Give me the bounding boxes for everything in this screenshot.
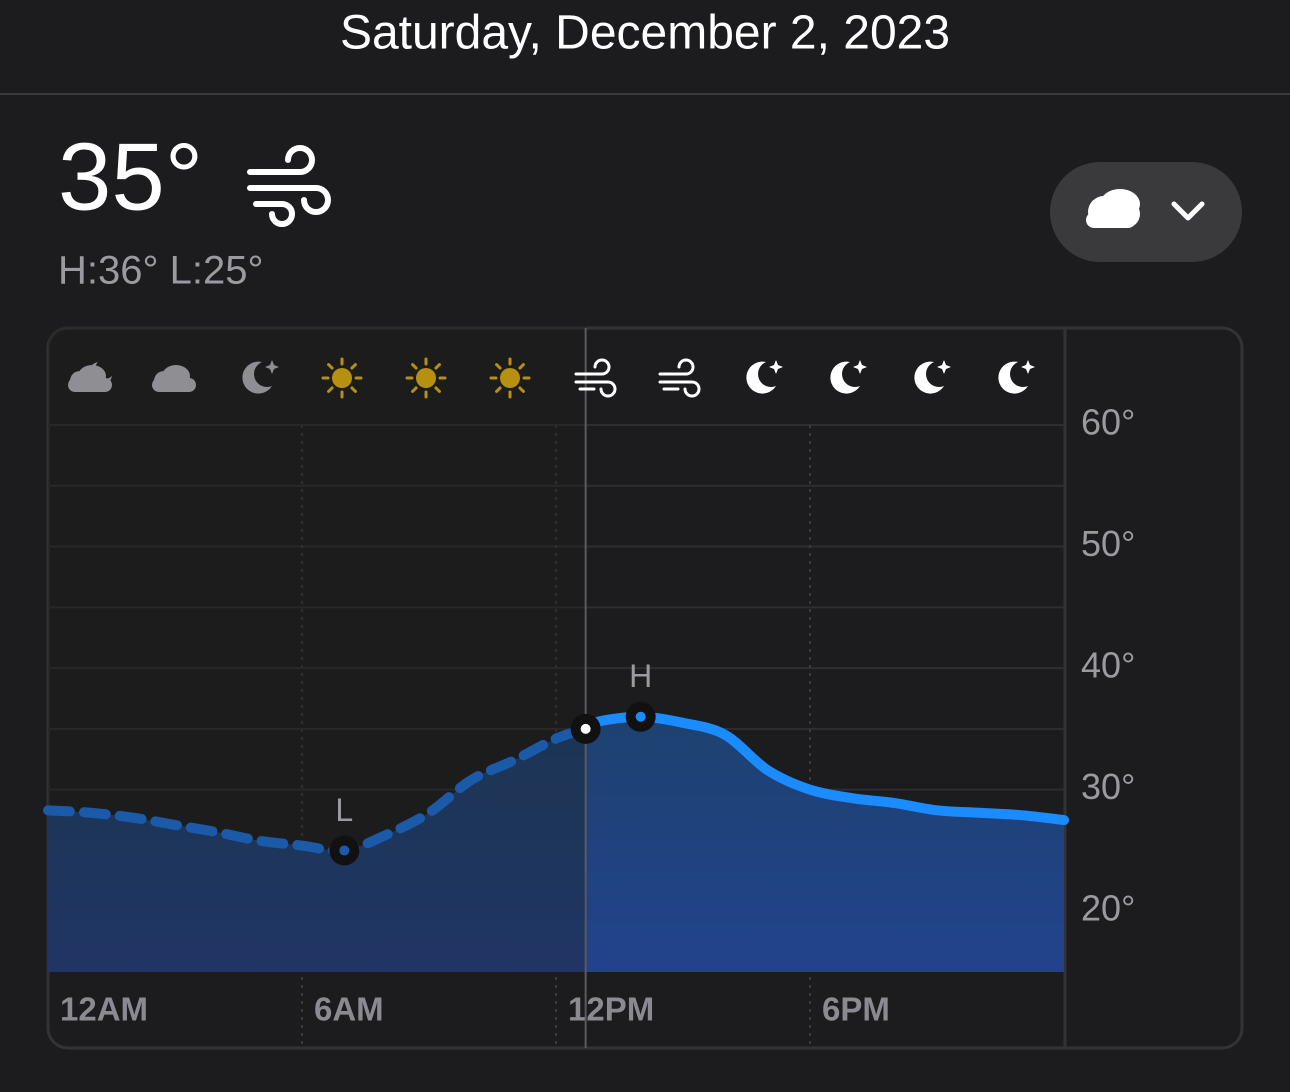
hourly-icon <box>152 365 196 392</box>
chevron[interactable] <box>1171 201 1205 221</box>
condition-button[interactable] <box>1050 162 1242 262</box>
moon <box>242 361 272 394</box>
ray <box>495 363 502 370</box>
chart-card <box>46 326 1244 1050</box>
hourly-icon <box>68 362 112 392</box>
moon <box>914 361 944 394</box>
wind <box>658 358 695 376</box>
moon <box>830 361 860 394</box>
y-tick-label: 20° <box>1081 888 1135 929</box>
wind <box>574 380 617 398</box>
high-low: H:36° L:25° <box>58 249 263 293</box>
high-label: H <box>629 658 652 694</box>
high-marker-dot <box>635 711 646 722</box>
past-shade <box>48 325 586 972</box>
hourly-icon <box>998 360 1035 394</box>
x-tick-label: 12AM <box>60 991 148 1028</box>
x-tick-label: 12PM <box>568 991 654 1028</box>
button-bg[interactable] <box>1050 162 1242 262</box>
ray <box>434 363 441 370</box>
wind <box>658 380 701 398</box>
ray <box>518 386 525 393</box>
x-tick-label: 6AM <box>314 991 384 1028</box>
hourly-icon <box>574 358 617 398</box>
x-tick-label: 6PM <box>822 991 890 1028</box>
cloud-icon <box>1086 189 1140 228</box>
hourly-icon <box>405 357 447 399</box>
ray <box>434 386 441 393</box>
y-tick-label: 40° <box>1081 645 1135 686</box>
moon <box>746 361 776 394</box>
cloud <box>70 371 90 391</box>
cloud <box>154 371 174 391</box>
star <box>937 360 951 374</box>
temperature-area <box>48 716 1064 972</box>
hourly-icon <box>914 360 951 394</box>
moon <box>998 361 1028 394</box>
sun <box>416 368 436 388</box>
past-line <box>43 723 591 856</box>
date-title: Saturday, December 2, 2023 <box>340 7 950 60</box>
star <box>769 360 783 374</box>
star <box>265 360 279 374</box>
hourly-icon <box>830 360 867 394</box>
wind <box>574 358 611 376</box>
hourly-icon <box>242 360 279 394</box>
hourly-icon <box>746 360 783 394</box>
ray <box>495 386 502 393</box>
ray <box>327 386 334 393</box>
ray <box>350 363 357 370</box>
y-tick-label: 50° <box>1081 523 1135 564</box>
ray <box>411 386 418 393</box>
current-marker-dot <box>580 723 591 734</box>
y-tick-label: 30° <box>1081 766 1135 807</box>
ray <box>350 386 357 393</box>
low-label: L <box>335 792 353 828</box>
wind-icon <box>247 145 331 227</box>
current-temp: 35° <box>58 123 203 230</box>
y-tick-label: 60° <box>1081 402 1135 443</box>
hourly-icon <box>658 358 701 398</box>
hourly-icon <box>489 357 531 399</box>
hourly-icon <box>321 357 363 399</box>
star <box>1021 360 1035 374</box>
sun <box>332 368 352 388</box>
ray <box>411 363 418 370</box>
ray <box>327 363 334 370</box>
star <box>853 360 867 374</box>
low-marker-dot <box>339 845 350 856</box>
sun <box>500 368 520 388</box>
ray <box>518 363 525 370</box>
